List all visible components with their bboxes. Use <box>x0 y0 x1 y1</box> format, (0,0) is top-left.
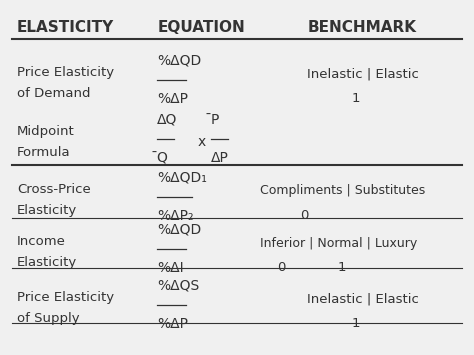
Text: ̄Q: ̄Q <box>157 151 168 165</box>
Text: Inelastic | Elastic: Inelastic | Elastic <box>307 293 419 306</box>
Text: 1: 1 <box>352 317 360 330</box>
Text: 0: 0 <box>300 209 309 222</box>
Text: of Demand: of Demand <box>17 87 91 100</box>
Text: ELASTICITY: ELASTICITY <box>17 20 114 35</box>
Text: %ΔQD: %ΔQD <box>157 53 201 67</box>
Text: %ΔQD: %ΔQD <box>157 223 201 237</box>
Text: x: x <box>197 135 205 149</box>
Text: ΔP: ΔP <box>211 151 229 165</box>
Text: BENCHMARK: BENCHMARK <box>307 20 416 35</box>
Text: Compliments | Substitutes: Compliments | Substitutes <box>260 185 426 197</box>
Text: ΔQ: ΔQ <box>157 113 178 127</box>
Text: %ΔP: %ΔP <box>157 92 188 106</box>
Text: of Supply: of Supply <box>17 312 80 325</box>
Text: %ΔQD₁: %ΔQD₁ <box>157 170 207 185</box>
Text: Inferior | Normal | Luxury: Inferior | Normal | Luxury <box>260 237 418 250</box>
Text: Income: Income <box>17 235 66 248</box>
Text: Formula: Formula <box>17 146 71 159</box>
Text: Price Elasticity: Price Elasticity <box>17 66 114 79</box>
Text: 0: 0 <box>277 261 285 274</box>
Text: ̄P: ̄P <box>211 113 219 127</box>
Text: Price Elasticity: Price Elasticity <box>17 291 114 304</box>
Text: Elasticity: Elasticity <box>17 256 77 269</box>
Text: EQUATION: EQUATION <box>157 20 245 35</box>
Text: Elasticity: Elasticity <box>17 204 77 217</box>
Text: %ΔQS: %ΔQS <box>157 279 200 293</box>
Text: Midpoint: Midpoint <box>17 125 74 138</box>
Text: Cross-Price: Cross-Price <box>17 183 91 196</box>
Text: 1: 1 <box>352 92 360 105</box>
Text: 1: 1 <box>337 261 346 274</box>
Text: %ΔP₂: %ΔP₂ <box>157 209 194 223</box>
Text: %ΔP: %ΔP <box>157 317 188 331</box>
Text: %ΔI: %ΔI <box>157 261 184 275</box>
Text: Inelastic | Elastic: Inelastic | Elastic <box>307 67 419 81</box>
